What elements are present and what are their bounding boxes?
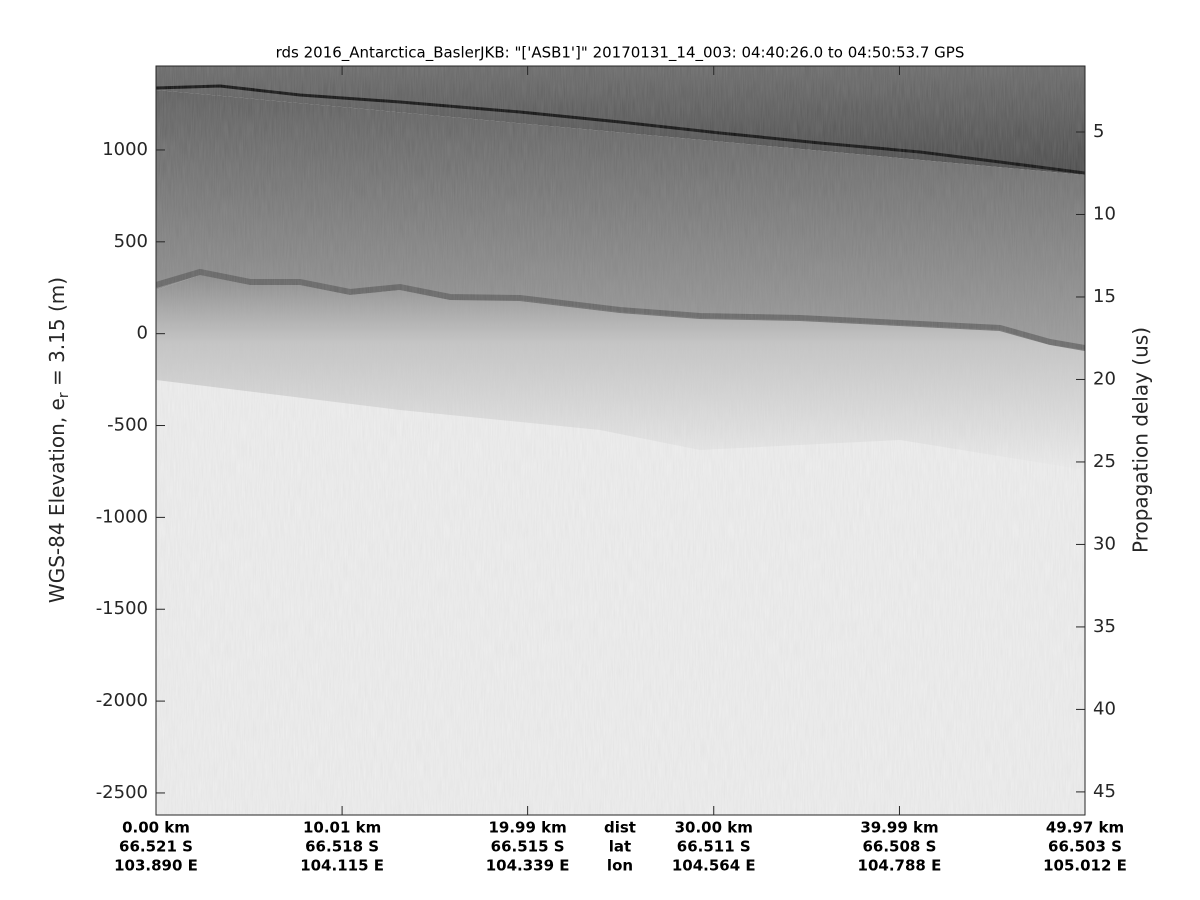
y2-tick-label: 5 bbox=[1093, 121, 1104, 142]
axes-box bbox=[155, 65, 1086, 816]
lat-label: 66.503 S bbox=[1048, 838, 1122, 856]
y-tick-label: -1000 bbox=[96, 506, 148, 527]
y2-tick-label: 45 bbox=[1093, 781, 1116, 802]
y2-tick-label: 30 bbox=[1093, 533, 1116, 554]
lat-label: 66.521 S bbox=[119, 838, 193, 856]
y2-tick-label: 25 bbox=[1093, 451, 1116, 472]
y2-tick-label: 35 bbox=[1093, 616, 1116, 637]
lat-label: 66.508 S bbox=[862, 838, 936, 856]
y-label-sub: r bbox=[56, 392, 72, 398]
radar-image bbox=[156, 66, 1085, 815]
lon-label: 104.788 E bbox=[858, 857, 942, 875]
y2-axis-label: Propagation delay (us) bbox=[1129, 327, 1153, 553]
x-tick-label: 30.00 km bbox=[675, 819, 753, 837]
x-tick-label: 39.99 km bbox=[860, 819, 938, 837]
x-tick-label: 10.01 km bbox=[303, 819, 381, 837]
lon-label: 103.890 E bbox=[114, 857, 198, 875]
y-tick-label: -1500 bbox=[96, 598, 148, 619]
y-label-part: WGS-84 Elevation, e bbox=[45, 398, 69, 603]
y-axis-label: WGS-84 Elevation, er = 3.15 (m) bbox=[45, 277, 73, 603]
y-tick-label: 500 bbox=[114, 231, 148, 252]
lon-label: 104.564 E bbox=[672, 857, 756, 875]
y-tick-label: -500 bbox=[107, 415, 148, 436]
y-tick-label: -2000 bbox=[96, 690, 148, 711]
y2-tick-label: 15 bbox=[1093, 286, 1116, 307]
y-tick-label: -2500 bbox=[96, 782, 148, 803]
y2-tick-label: 10 bbox=[1093, 203, 1116, 224]
row-name: dist bbox=[604, 819, 636, 837]
lon-label: 104.115 E bbox=[300, 857, 384, 875]
y-tick-label: 1000 bbox=[102, 139, 148, 160]
x-tick-label: 49.97 km bbox=[1046, 819, 1124, 837]
lat-label: 66.515 S bbox=[491, 838, 565, 856]
row-name: lat bbox=[609, 838, 631, 856]
lat-label: 66.518 S bbox=[305, 838, 379, 856]
x-tick-label: 0.00 km bbox=[122, 819, 190, 837]
y2-tick-label: 20 bbox=[1093, 368, 1116, 389]
lat-label: 66.511 S bbox=[677, 838, 751, 856]
x-tick-label: 19.99 km bbox=[488, 819, 566, 837]
row-name: lon bbox=[607, 857, 633, 875]
y-label-part: = 3.15 (m) bbox=[45, 277, 69, 392]
lon-label: 104.339 E bbox=[486, 857, 570, 875]
y2-tick-label: 40 bbox=[1093, 698, 1116, 719]
chart-title: rds 2016_Antarctica_BaslerJKB: "['ASB1']… bbox=[276, 44, 965, 63]
lon-label: 105.012 E bbox=[1043, 857, 1127, 875]
y-tick-label: 0 bbox=[137, 323, 148, 344]
